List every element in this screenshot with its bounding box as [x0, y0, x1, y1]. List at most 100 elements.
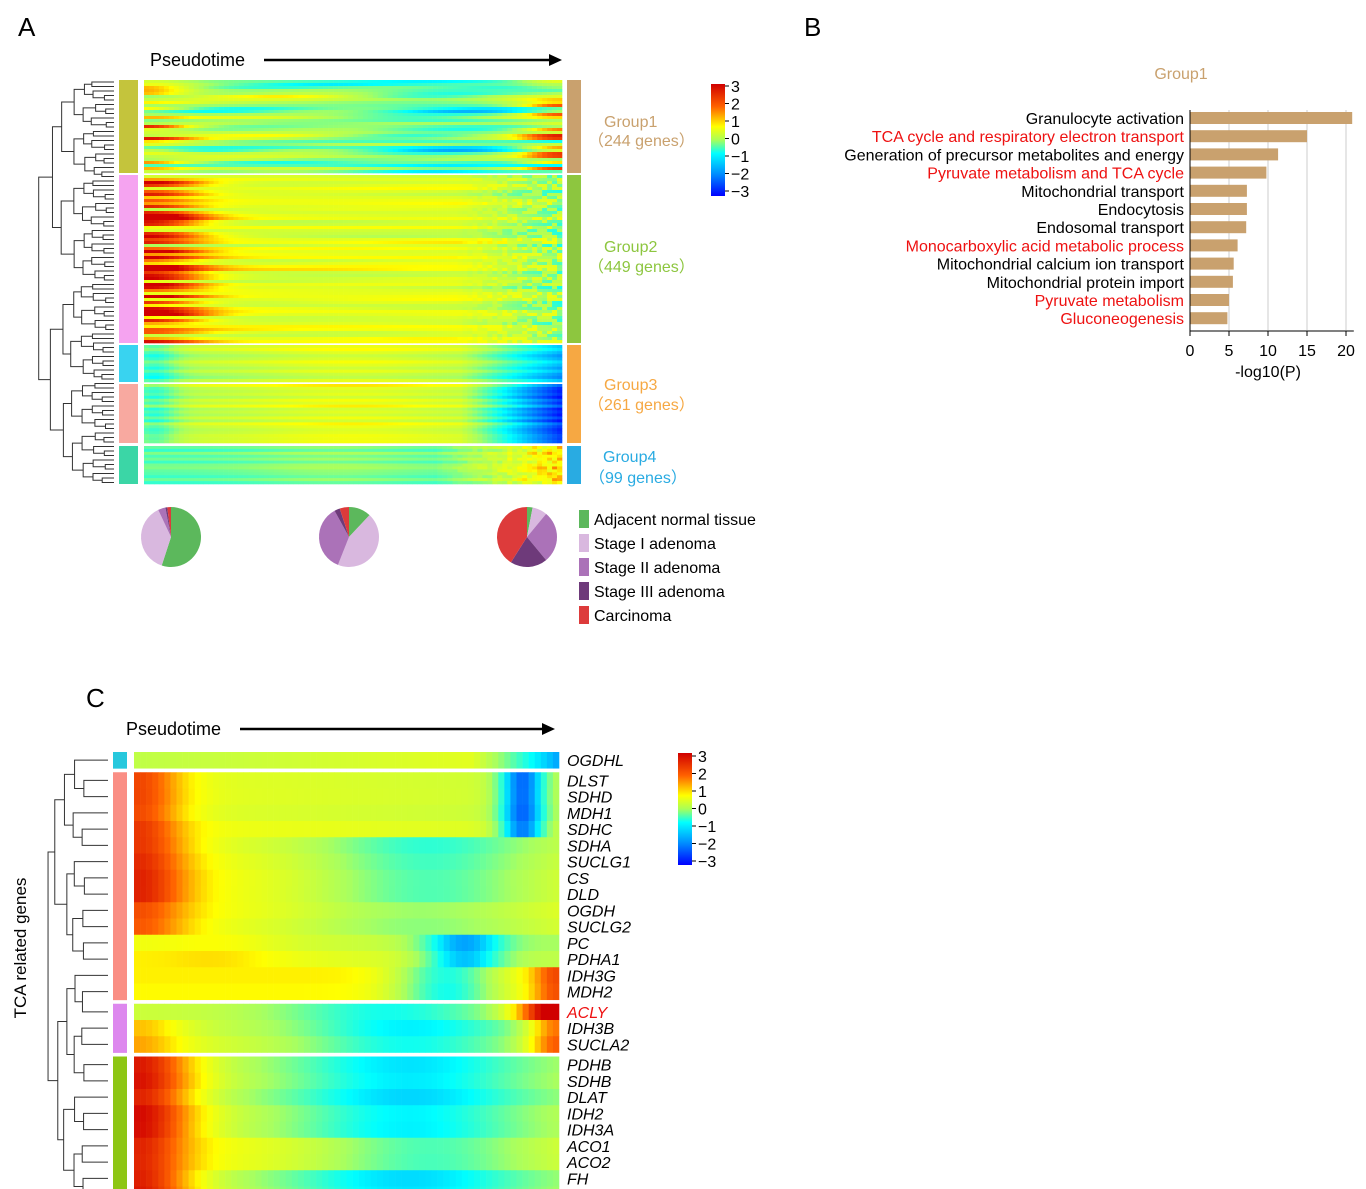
heat-cell — [173, 92, 180, 96]
heat-cell — [183, 158, 190, 162]
heat-cell — [432, 146, 438, 150]
heat-cell — [253, 80, 259, 84]
heat-cell — [437, 110, 443, 114]
heat-cell — [218, 149, 224, 153]
heat-cell — [417, 128, 423, 132]
heat-cell — [228, 143, 234, 147]
heat-cell — [153, 104, 160, 108]
heat-cell — [487, 143, 493, 147]
heat-cell — [382, 167, 389, 171]
heat-cell — [228, 128, 234, 132]
heat-cell — [367, 140, 374, 144]
heat-cell — [343, 235, 349, 239]
heat-cell — [432, 205, 438, 209]
heat-cell — [407, 116, 414, 120]
heat-cell — [452, 92, 458, 96]
heat-cell — [144, 113, 150, 117]
heat-cell — [497, 223, 503, 227]
heat-cell — [427, 158, 433, 162]
heat-cell — [148, 134, 155, 138]
heat-cell — [552, 131, 558, 135]
heat-cell — [412, 170, 418, 174]
heat-cell — [482, 86, 488, 90]
heat-cell — [362, 202, 369, 206]
heat-cell — [203, 178, 209, 182]
heat-cell — [537, 178, 543, 182]
dendrogram-branch — [38, 176, 53, 381]
heat-cell — [273, 229, 279, 233]
heat-cell — [238, 140, 244, 144]
heat-cell — [497, 146, 503, 150]
heat-cell — [218, 181, 224, 185]
heat-cell — [303, 229, 309, 233]
heat-cell — [382, 250, 389, 254]
heat-cell — [323, 95, 329, 99]
heat-cell — [253, 187, 259, 191]
heat-cell — [402, 235, 409, 239]
heat-cell — [517, 217, 523, 221]
heat-cell — [348, 164, 354, 168]
heat-cell — [268, 238, 274, 242]
heat-cell — [338, 187, 344, 191]
heat-cell — [532, 184, 538, 188]
heat-cell — [487, 170, 493, 174]
heat-cell — [517, 152, 523, 156]
heat-cell — [482, 208, 488, 212]
heat-cell — [477, 184, 483, 188]
heat-cell — [467, 164, 473, 168]
heat-cell — [387, 101, 394, 105]
heat-cell — [338, 116, 344, 120]
heat-cell — [158, 178, 165, 182]
heat-cell — [328, 170, 334, 174]
heat-cell — [362, 83, 369, 87]
heat-cell — [318, 202, 324, 206]
heat-cell — [402, 149, 409, 153]
heat-cell — [348, 158, 354, 162]
heat-cell — [203, 98, 209, 102]
heat-cell — [377, 187, 384, 191]
heat-cell — [372, 86, 379, 90]
heat-cell — [357, 244, 364, 248]
heat-cell — [243, 125, 249, 129]
heat-cell — [557, 187, 563, 191]
heat-cell — [193, 146, 200, 150]
heat-cell — [193, 226, 200, 230]
heat-cell — [462, 202, 468, 206]
heat-cell — [258, 220, 264, 224]
heat-cell — [198, 250, 205, 254]
heat-cell — [442, 149, 448, 153]
heat-cell — [417, 196, 423, 200]
heat-cell — [552, 226, 558, 230]
heat-cell — [407, 152, 414, 156]
heat-cell — [387, 208, 394, 212]
heat-cell — [532, 250, 538, 254]
heat-cell — [512, 181, 518, 185]
heat-cell — [173, 184, 180, 188]
heat-cell — [547, 101, 553, 105]
heat-cell — [278, 220, 284, 224]
heat-cell — [144, 104, 150, 108]
heat-cell — [248, 89, 254, 93]
heat-cell — [397, 131, 404, 135]
heat-cell — [512, 202, 518, 206]
heat-cell — [253, 178, 259, 182]
heat-cell — [273, 119, 279, 123]
heat-cell — [462, 208, 468, 212]
heat-cell — [477, 149, 483, 153]
heat-cell — [153, 235, 160, 239]
heat-cell — [532, 223, 538, 227]
heat-cell — [353, 101, 359, 105]
heat-cell — [218, 175, 224, 179]
heat-cell — [422, 128, 428, 132]
heat-cell — [288, 167, 294, 171]
heat-cell — [288, 137, 294, 141]
heat-cell — [552, 244, 558, 248]
heat-cell — [163, 226, 170, 230]
heat-cell — [163, 250, 170, 254]
heat-cell — [542, 110, 548, 114]
heat-cell — [253, 167, 259, 171]
heat-cell — [353, 235, 359, 239]
heat-cell — [248, 190, 254, 194]
heat-cell — [248, 217, 254, 221]
heat-cell — [288, 170, 294, 174]
